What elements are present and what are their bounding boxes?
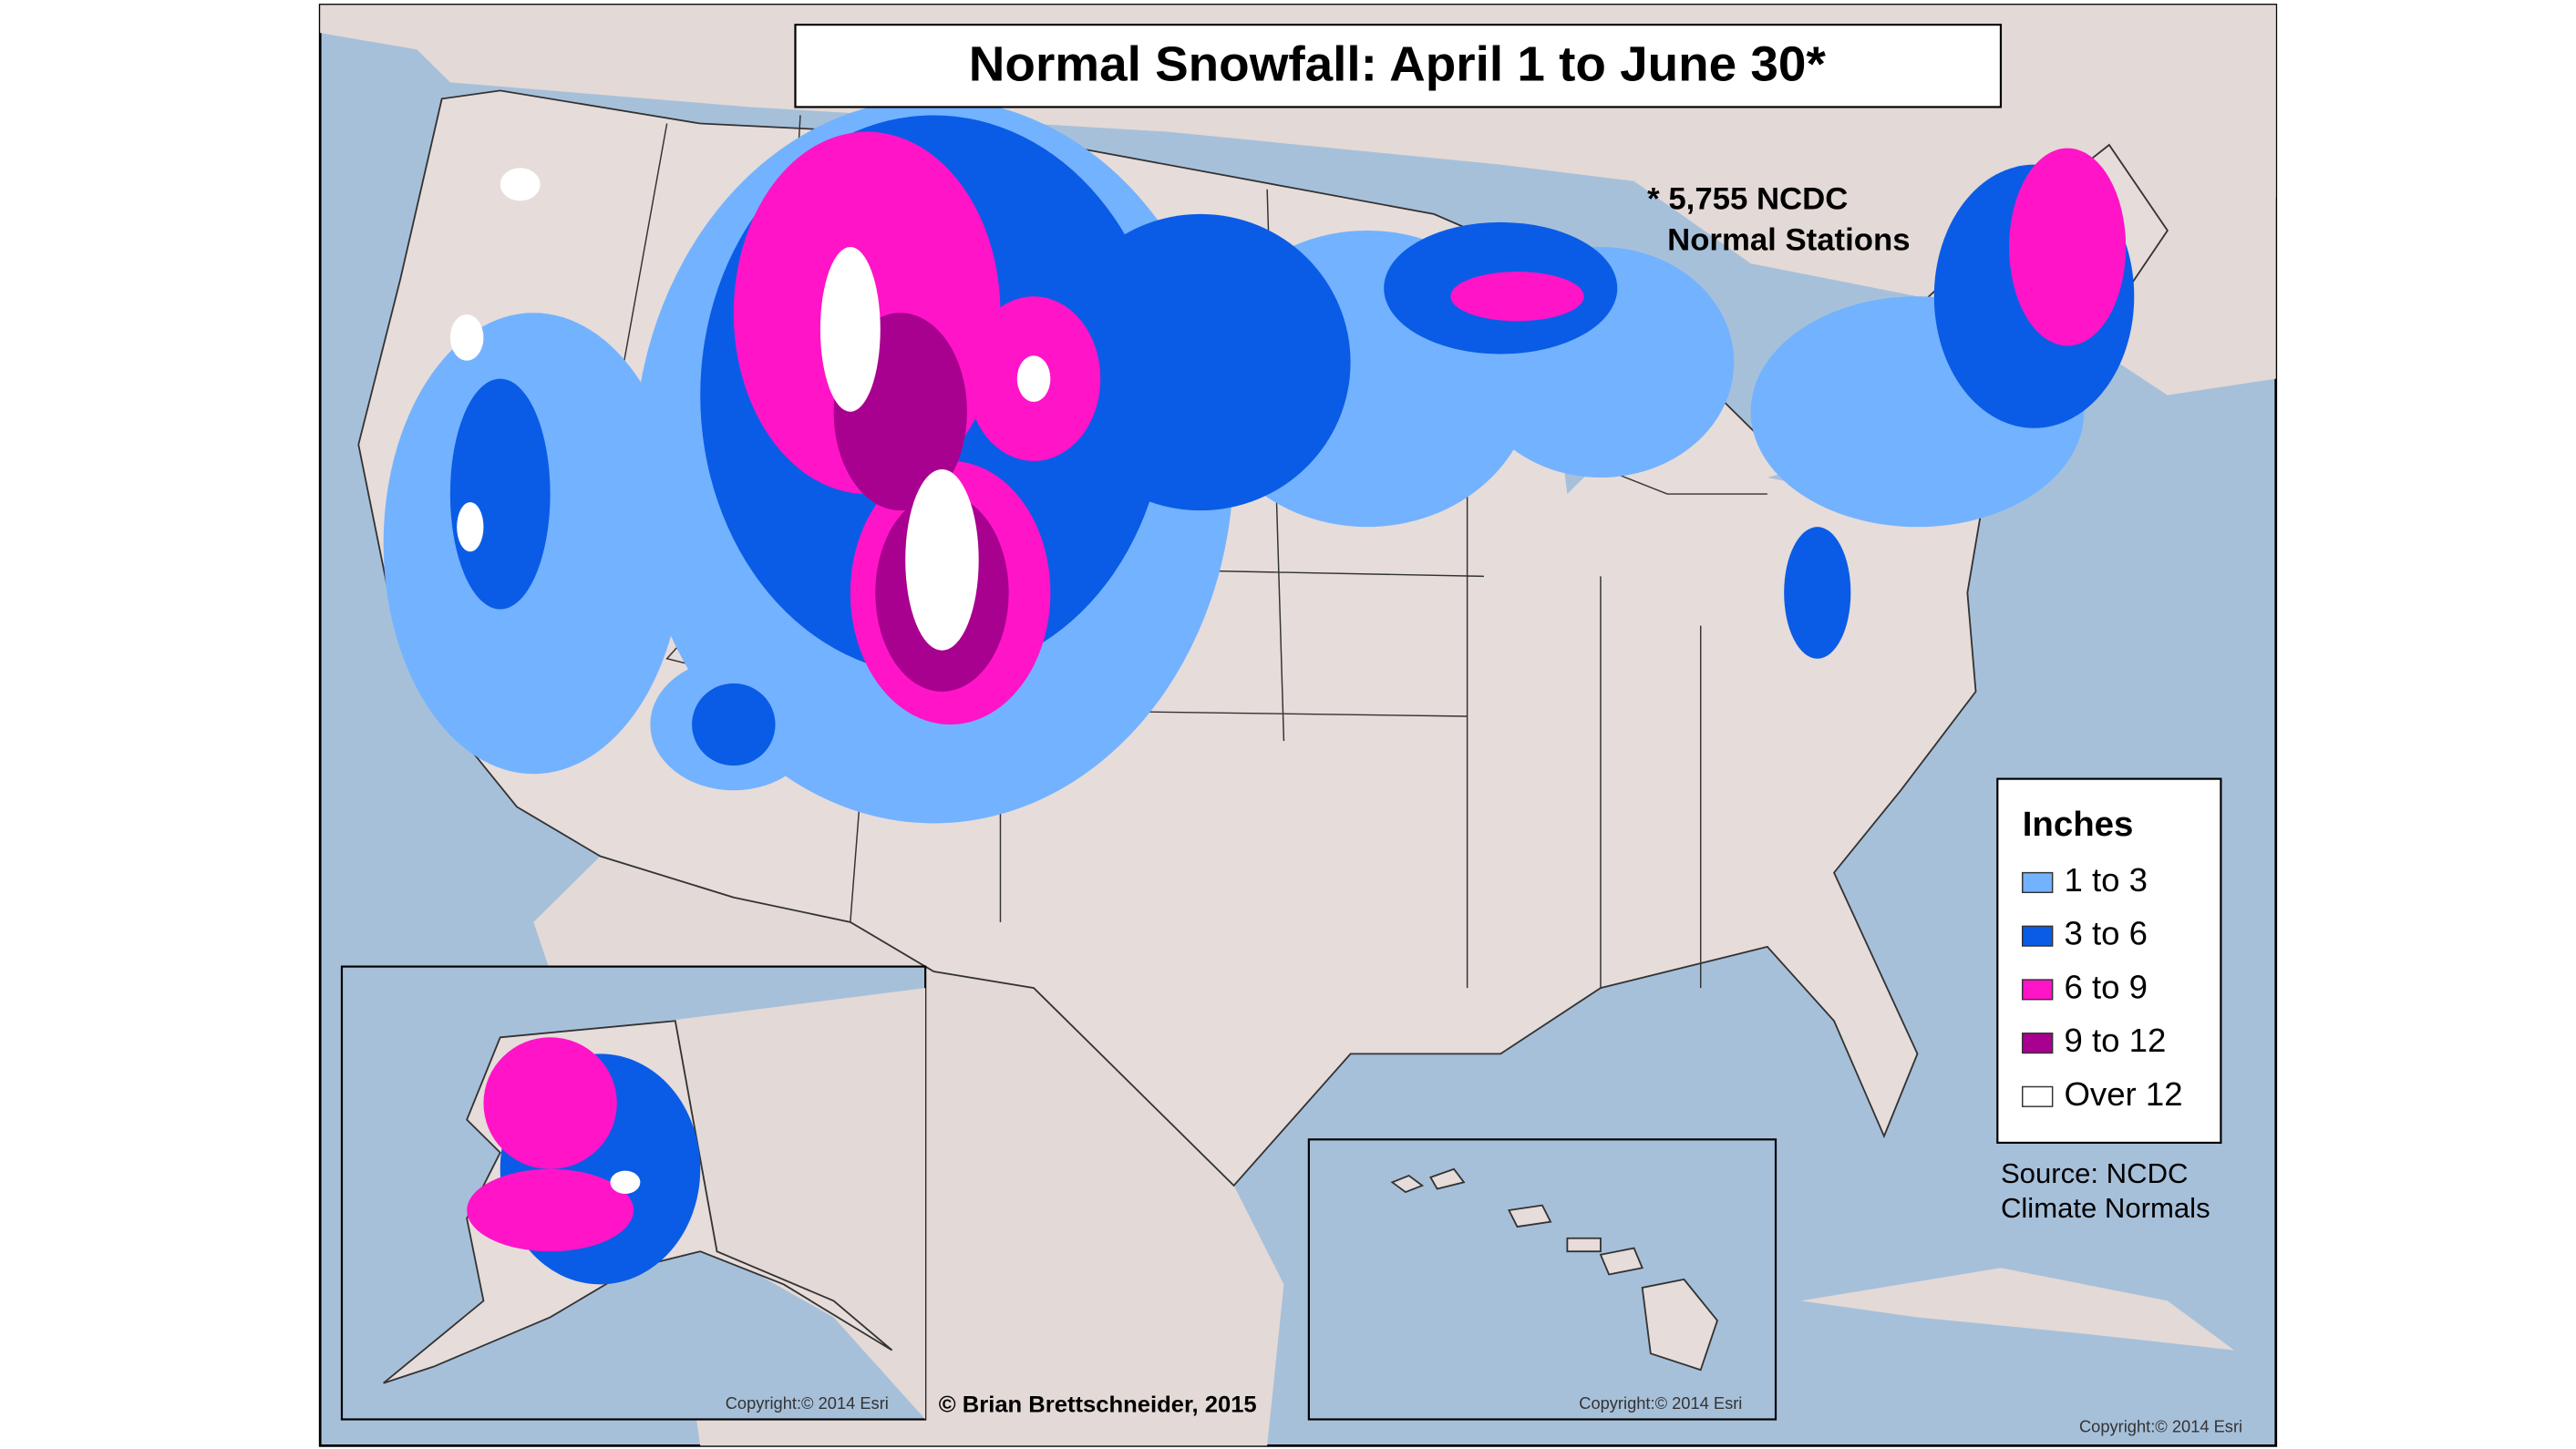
credit: © Brian Brettschneider, 2015 xyxy=(939,1392,1257,1418)
legend-swatch xyxy=(2021,1033,2054,1054)
note: Normal Stations xyxy=(1667,223,1910,258)
legend-label: 3 to 6 xyxy=(2064,915,2148,952)
legend-swatch xyxy=(2021,1085,2054,1107)
snow-area xyxy=(483,1037,617,1169)
source: Climate Normals xyxy=(2001,1192,2210,1224)
snow-area xyxy=(692,683,776,766)
note: * 5,755 NCDC xyxy=(1647,182,1848,217)
legend-label: Over 12 xyxy=(2064,1075,2182,1113)
snow-area xyxy=(449,314,484,361)
legend-swatch xyxy=(2021,871,2054,894)
legend-swatch xyxy=(2021,925,2054,947)
legend-label: 9 to 12 xyxy=(2064,1022,2166,1059)
canada-east xyxy=(2000,5,2276,198)
snow-area xyxy=(2009,148,2127,346)
hawaii xyxy=(1390,1167,1719,1372)
snow-area xyxy=(500,168,541,201)
snow-area xyxy=(449,378,551,610)
hawaii-inset xyxy=(1307,1138,1777,1421)
snow-area xyxy=(819,247,881,412)
legend-label: 6 to 9 xyxy=(2064,969,2148,1006)
snow-area xyxy=(1450,272,1584,322)
snowfall-areas xyxy=(383,98,2135,824)
snow-area xyxy=(1784,527,1851,659)
snow-area xyxy=(467,1168,634,1252)
cuba xyxy=(1800,1268,2235,1351)
source: Source: NCDC xyxy=(2001,1157,2189,1189)
canada-inset xyxy=(666,988,926,1420)
legend-box xyxy=(1996,777,2222,1145)
legend-title: Inches xyxy=(2023,805,2134,844)
snow-area xyxy=(610,1170,641,1194)
legend: 1 to 3 3 to 6 6 to 9 9 to 12 Over 12 xyxy=(2021,861,2183,1113)
legend-swatch xyxy=(2021,979,2054,1001)
snow-area xyxy=(1050,213,1351,511)
alaska-snowfall xyxy=(467,1037,701,1285)
snow-area xyxy=(1016,355,1051,402)
snow-area xyxy=(905,468,979,651)
snow-area xyxy=(457,502,484,552)
copyright: Copyright:© 2014 Esri xyxy=(2079,1417,2242,1435)
copyright: Copyright:© 2014 Esri xyxy=(1579,1394,1742,1413)
title-box xyxy=(794,24,2003,108)
legend-label: 1 to 3 xyxy=(2064,861,2148,899)
copyright: Copyright:© 2014 Esri xyxy=(726,1394,889,1413)
title: Normal Snowfall: April 1 to June 30* xyxy=(969,36,1827,92)
